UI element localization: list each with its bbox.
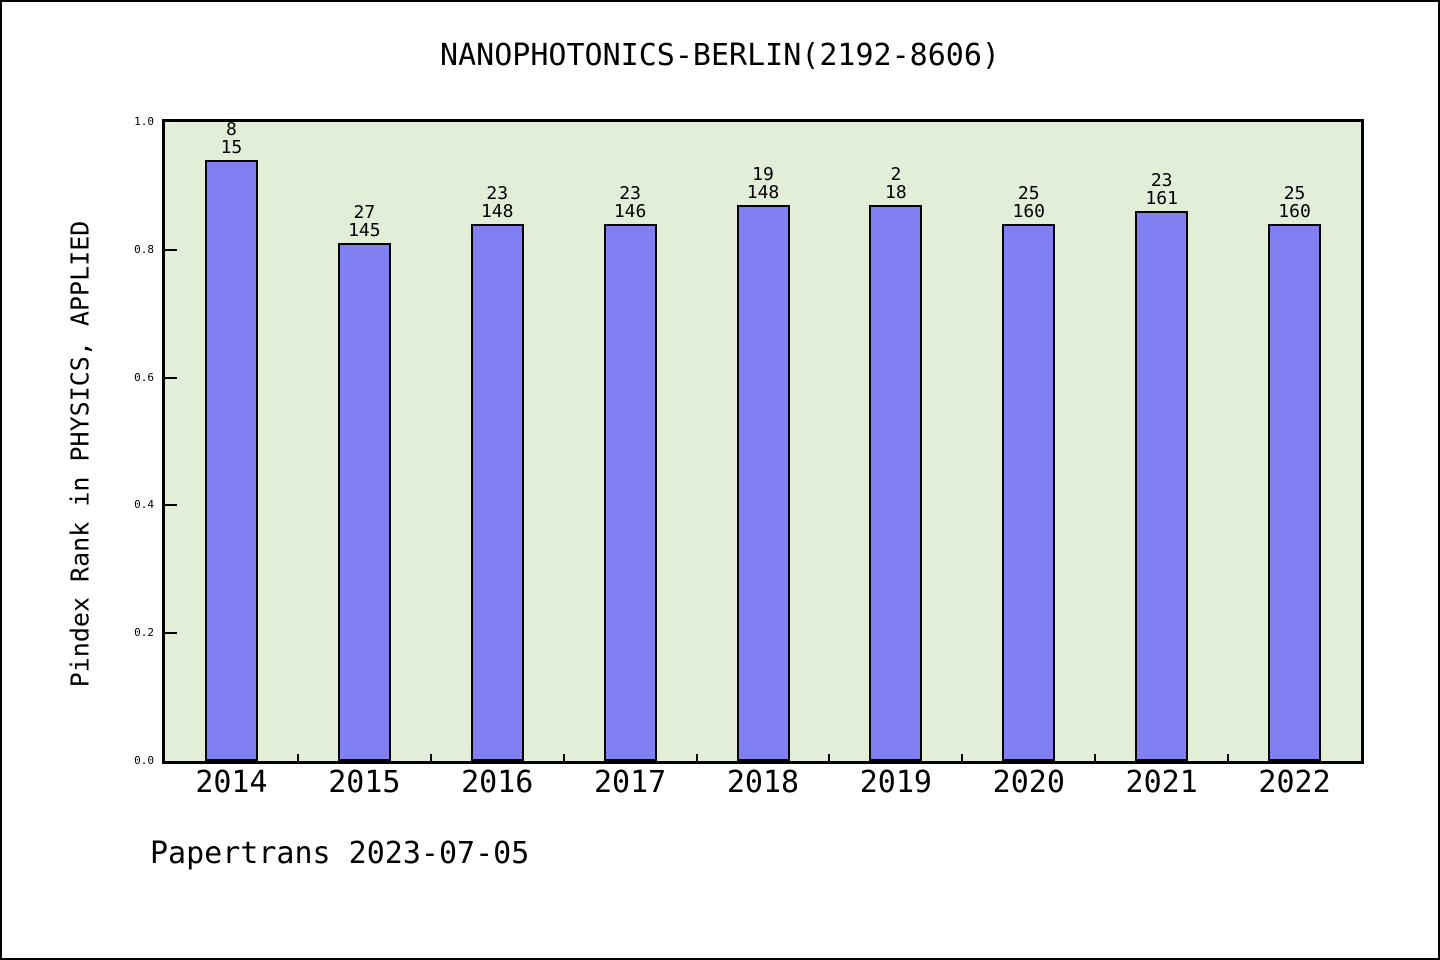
bar-value-label-2015: 27 145 [348,202,381,242]
bar-2020 [1002,224,1056,761]
chart-title: NANOPHOTONICS-BERLIN(2192-8606) [440,38,1000,73]
bar-value-label-2020: 25 160 [1012,183,1046,223]
x-minor-tick-6 [961,754,964,761]
y-tick-label-0.0: 0.0 [134,754,154,767]
y-tick-label-1.0: 1.0 [134,115,154,128]
y-tick-label-0.6: 0.6 [134,370,154,384]
bar-2021 [1135,211,1189,761]
x-minor-tick-2 [429,754,432,761]
plot-inner: 8 15 27 145 23 148 23 146 19 148 2 18 25 160 23… [165,119,1361,761]
x-minor-tick-5 [828,754,831,761]
y-tick-label-0.8: 0.8 [134,242,154,256]
y-tick-mark-0.4 [165,504,177,507]
bar-value-label-2017: 23 146 [613,183,647,223]
bar-2016 [470,224,524,761]
x-tick-label-2017: 2017 [593,765,667,800]
x-minor-tick-3 [562,754,565,761]
x-minor-tick-8 [1227,754,1230,761]
footer-watermark: Papertrans 2023-07-05 [150,836,530,871]
bar-2015 [337,243,391,761]
bar-value-label-2014: 8 15 [220,119,243,159]
x-minor-tick-7 [1094,754,1097,761]
x-tick-label-2020: 2020 [992,765,1065,800]
x-tick-label-2019: 2019 [859,765,932,800]
bar-2014 [204,160,258,761]
y-tick-label-0.2: 0.2 [134,626,154,640]
y-tick-mark-0.8 [165,248,177,251]
x-minor-tick-4 [695,754,698,761]
bar-value-label-2018: 19 148 [746,164,780,204]
x-tick-label-2016: 2016 [461,765,534,800]
y-axis-label: Pindex Rank in PHYSICS, APPLIED [65,220,95,688]
x-tick-label-2014: 2014 [195,765,268,800]
bar-value-label-2019: 2 18 [885,164,907,204]
bar-2018 [736,205,790,761]
y-tick-label-0.4: 0.4 [134,498,154,512]
plot-area: 8 15 27 145 23 148 23 146 19 148 2 18 25 160 23… [162,119,1364,764]
bar-2022 [1268,224,1322,761]
x-tick-label-2022: 2022 [1258,765,1331,800]
x-tick-label-2018: 2018 [726,765,800,800]
bar-value-label-2016: 23 148 [480,183,514,223]
bar-2019 [869,205,923,761]
x-tick-label-2021: 2021 [1125,765,1198,800]
bar-value-label-2022: 25 160 [1278,183,1311,223]
bar-2017 [603,224,657,761]
y-tick-mark-0.6 [165,376,177,379]
bar-value-label-2021: 23 161 [1145,170,1178,210]
y-tick-mark-0.2 [165,632,177,635]
x-minor-tick-1 [296,754,299,761]
x-tick-label-2015: 2015 [328,765,401,800]
